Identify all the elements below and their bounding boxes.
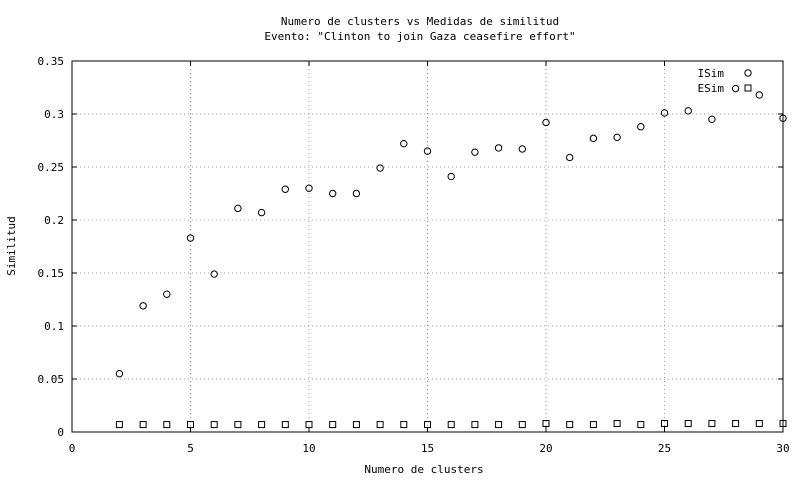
esim-point	[661, 420, 668, 428]
esim-point	[495, 421, 503, 429]
esim-point	[400, 421, 408, 429]
isim-point	[281, 185, 289, 193]
isim-point	[471, 148, 479, 156]
x-tick-label: 20	[539, 442, 552, 455]
chart-subtitle: Evento: "Clinton to join Gaza ceasefire …	[264, 30, 575, 43]
esim-point	[163, 421, 171, 429]
esim-point	[779, 420, 787, 428]
grid	[72, 61, 783, 432]
isim-point	[589, 134, 598, 143]
y-axis-label: Similitud	[5, 216, 18, 276]
isim-point	[423, 147, 432, 155]
esim-point	[234, 421, 242, 429]
isim-point	[329, 189, 337, 198]
esim-point	[281, 421, 289, 429]
x-tick-label: 5	[187, 442, 194, 455]
isim-point	[234, 204, 242, 213]
esim-point	[755, 420, 763, 428]
isim-point	[518, 145, 526, 153]
y-tick-label: 0.05	[38, 373, 65, 386]
esim-point	[471, 421, 479, 429]
x-tick-label: 10	[302, 442, 315, 455]
legend-label-esim: ESim	[698, 82, 725, 95]
esim-point	[305, 421, 313, 429]
isim-point	[613, 133, 621, 142]
isim-point	[210, 270, 218, 278]
y-tick-label: 0.2	[44, 214, 64, 227]
legend-marker-isim	[744, 69, 752, 77]
isim-point	[755, 91, 763, 99]
x-axis-label: Numero de clusters	[364, 463, 483, 476]
y-tick-label: 0.15	[38, 267, 65, 280]
esim-point	[566, 421, 574, 429]
esim-point	[542, 420, 550, 428]
isim-point	[542, 118, 550, 127]
isim-point	[257, 208, 266, 217]
isim-point	[566, 153, 574, 162]
axis-ticks	[71, 60, 784, 433]
legend-label-isim: ISim	[698, 67, 725, 80]
esim-point	[589, 421, 597, 429]
esim-point	[329, 421, 337, 429]
legend-marker-esim	[744, 84, 752, 92]
isim-point	[115, 370, 124, 378]
y-tick-label: 0.25	[38, 161, 65, 174]
isim-point	[400, 139, 408, 148]
esim-point	[637, 421, 645, 429]
isim-point	[637, 123, 645, 131]
esim-point	[732, 420, 740, 428]
isim-point	[708, 115, 716, 124]
isim-point	[779, 114, 787, 122]
esim-point	[447, 421, 455, 429]
chart-title: Numero de clusters vs Medidas de similit…	[281, 15, 559, 28]
isim-point	[660, 109, 669, 117]
esim-point	[352, 421, 360, 429]
isim-point	[447, 172, 455, 181]
y-tick-label: 0.1	[44, 320, 64, 333]
isim-point	[186, 234, 195, 242]
esim-point	[518, 421, 526, 429]
x-tick-label: 15	[421, 442, 434, 455]
y-tick-label: 0	[57, 426, 64, 439]
esim-point	[424, 421, 431, 429]
y-tick-label: 0.35	[38, 55, 65, 68]
isim-point	[305, 184, 313, 192]
y-tick-label: 0.3	[44, 108, 64, 121]
isim-point	[731, 84, 740, 93]
isim-point	[376, 164, 384, 172]
plot-frame	[71, 60, 784, 433]
esim-point	[376, 421, 384, 429]
esim-point	[115, 421, 123, 429]
esim-point	[684, 420, 692, 428]
x-tick-label: 0	[69, 442, 76, 455]
isim-point	[352, 189, 361, 198]
esim-point	[613, 420, 621, 428]
esim-point	[139, 421, 147, 429]
data-points	[115, 84, 787, 429]
esim-point	[210, 421, 218, 429]
esim-point	[708, 420, 716, 428]
x-tick-labels: 0 5 10 15 20 25 30	[69, 442, 790, 455]
x-tick-label: 25	[658, 442, 671, 455]
isim-point	[494, 144, 503, 152]
x-tick-label: 30	[776, 442, 789, 455]
legend: ISim ESim	[698, 67, 752, 95]
isim-point	[163, 290, 171, 298]
esim-point	[258, 421, 266, 429]
esim-point	[187, 421, 194, 429]
isim-point	[684, 107, 692, 115]
isim-point	[139, 302, 147, 310]
y-tick-labels: 0 0.05 0.1 0.15 0.2 0.25 0.3 0.35	[38, 55, 65, 439]
